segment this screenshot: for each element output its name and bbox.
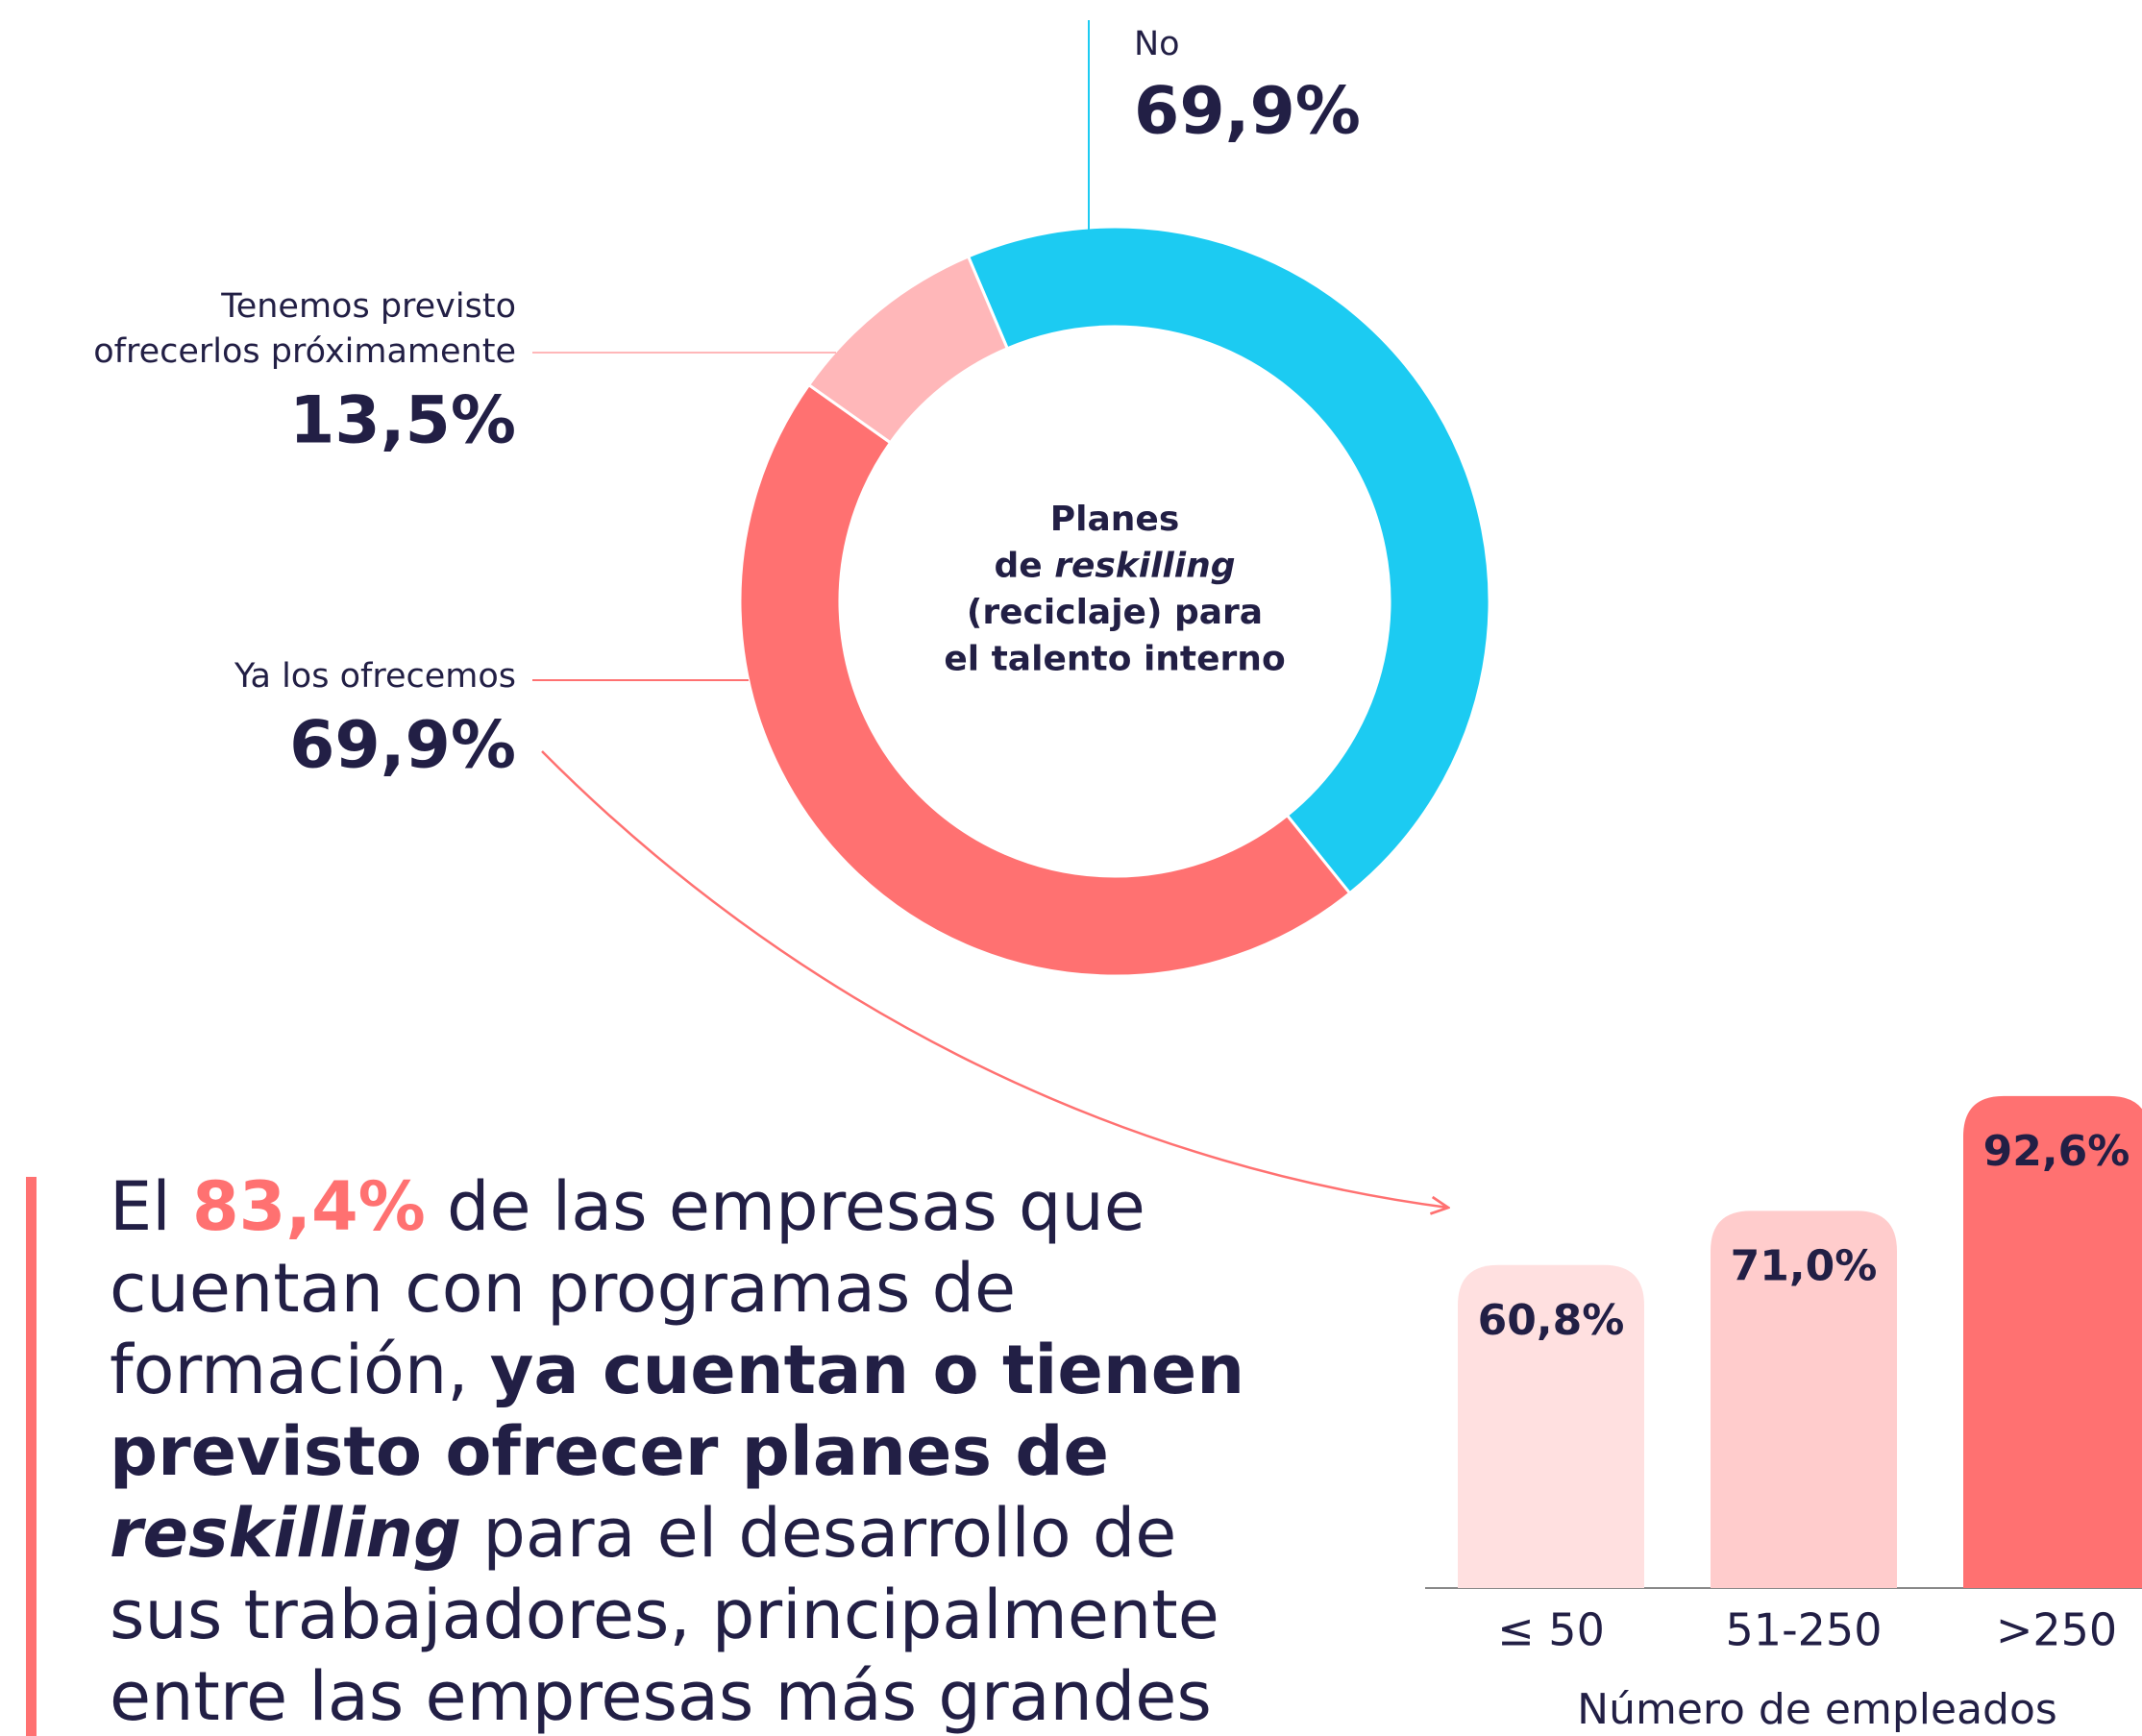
donut-slice	[738, 382, 1352, 978]
slice-value: 69,9%	[1134, 74, 1361, 150]
x-tick-label: 51-250	[1726, 1604, 1883, 1656]
text-segment: 83,4%	[192, 1167, 426, 1246]
bar-value-label: 60,8%	[1478, 1296, 1625, 1345]
text-segment: sus trabajadores, principalmente	[110, 1576, 1219, 1654]
text-segment: previsto ofrecer planes de	[110, 1412, 1109, 1491]
text-line: sus trabajadores, principalmente	[110, 1576, 1219, 1654]
slice-label: No	[1134, 25, 1180, 63]
bar	[1458, 1264, 1644, 1588]
text-segment: (reciclaje) para	[967, 593, 1263, 632]
text-line: previsto ofrecer planes de	[110, 1412, 1109, 1491]
bar-value-label: 92,6%	[1983, 1127, 2130, 1176]
text-line: de reskilling	[994, 547, 1235, 586]
text-segment: cuentan con programas de	[110, 1249, 1016, 1328]
text-segment: reskilling	[1054, 547, 1235, 586]
text-segment: El	[110, 1167, 192, 1246]
text-line: El 83,4% de las empresas que	[110, 1167, 1145, 1246]
text-segment: de las empresas que	[426, 1167, 1145, 1246]
slice-label: Tenemos previsto	[220, 287, 516, 326]
text-line: formación, ya cuentan o tienen	[110, 1331, 1244, 1409]
text-line: reskilling para el desarrollo de	[110, 1494, 1176, 1573]
donut-slice	[806, 255, 1010, 445]
slice-label: ofrecerlos próximamente	[93, 332, 516, 371]
text-segment: de	[994, 547, 1054, 586]
slice-label: Ya los ofrecemos	[234, 657, 516, 696]
donut-slice	[966, 225, 1491, 895]
text-segment: para el desarrollo de	[461, 1494, 1176, 1573]
text-line: el talento interno	[944, 640, 1285, 679]
connector-arrow	[541, 750, 1448, 1208]
slice-value: 13,5%	[289, 383, 516, 459]
text-line: Planes	[1050, 500, 1180, 539]
text-segment: el talento interno	[944, 640, 1285, 679]
text-segment: entre las empresas más grandes	[110, 1657, 1212, 1736]
text-line: cuentan con programas de	[110, 1249, 1016, 1328]
text-segment: formación,	[110, 1331, 490, 1409]
x-tick-label: ≤ 50	[1497, 1604, 1605, 1656]
bar	[1711, 1210, 1897, 1588]
text-line: entre las empresas más grandes	[110, 1657, 1212, 1736]
x-tick-label: >250	[1996, 1604, 2117, 1656]
x-axis-title: Número de empleados	[1577, 1685, 2057, 1734]
slice-value: 69,9%	[289, 708, 516, 784]
text-segment: reskilling	[110, 1494, 461, 1573]
bar-value-label: 71,0%	[1731, 1241, 1878, 1290]
bar	[1963, 1095, 2142, 1588]
text-segment: ya cuentan o tienen	[490, 1331, 1244, 1409]
accent-bar	[26, 1177, 37, 1736]
text-segment: Planes	[1050, 500, 1180, 539]
text-line: (reciclaje) para	[967, 593, 1263, 632]
